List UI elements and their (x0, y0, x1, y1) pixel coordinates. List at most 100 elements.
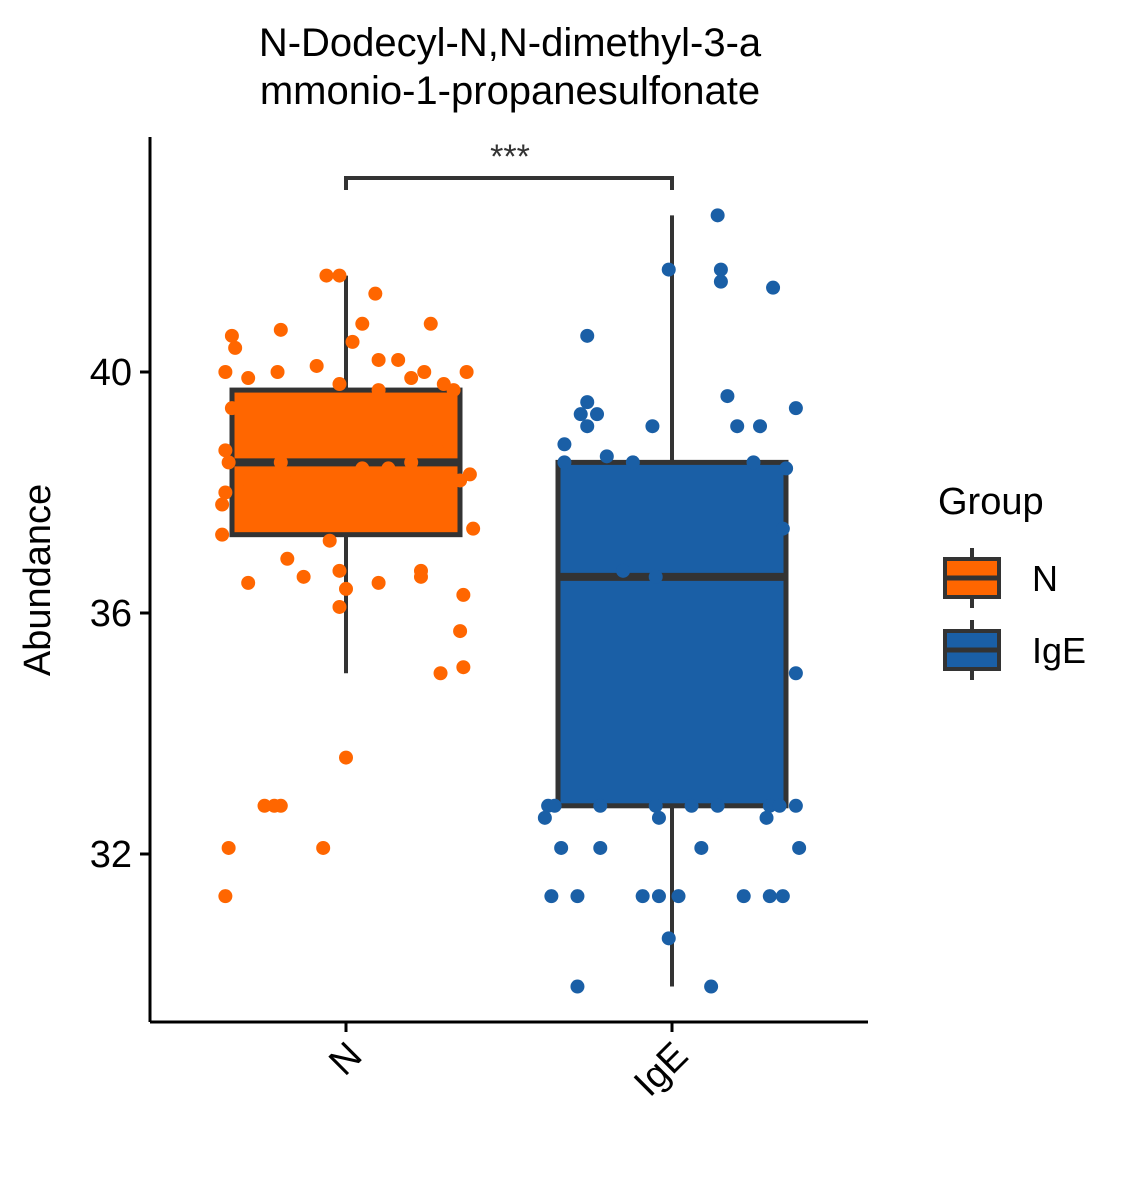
data-point (730, 419, 745, 434)
data-point (762, 889, 777, 904)
data-point (694, 840, 709, 855)
data-point (427, 473, 442, 488)
data-point (404, 371, 419, 386)
jitter-points (215, 208, 807, 994)
data-point (381, 461, 396, 476)
data-point (704, 979, 719, 994)
data-point (404, 455, 419, 470)
data-point (788, 401, 803, 416)
data-point (453, 624, 468, 639)
data-point (766, 280, 781, 295)
significance-label: *** (490, 138, 530, 176)
data-point (371, 352, 386, 367)
chart-title-line-2: mmonio-1-propanesulfonate (260, 69, 760, 113)
data-point (423, 316, 438, 331)
data-point (290, 467, 305, 482)
legend-item-n: N (943, 548, 1058, 608)
data-point (570, 979, 585, 994)
data-point (371, 383, 386, 398)
data-point (762, 798, 777, 813)
data-point (466, 521, 481, 536)
data-point (218, 485, 233, 500)
data-point (446, 383, 461, 398)
data-point (241, 575, 256, 590)
data-point (772, 798, 787, 813)
data-point (332, 599, 347, 614)
data-point (573, 407, 588, 422)
chart-title-line-1: N-Dodecyl-N,N-dimethyl-3-a (259, 21, 762, 65)
data-point (413, 569, 428, 584)
data-point (456, 660, 471, 675)
data-point (713, 274, 728, 289)
data-point (599, 449, 614, 464)
data-point (580, 419, 595, 434)
data-point (645, 419, 660, 434)
plot-area (229, 176, 789, 987)
data-point (296, 569, 311, 584)
data-point (593, 840, 608, 855)
data-point (557, 437, 572, 452)
data-point (590, 407, 605, 422)
data-point (241, 473, 256, 488)
data-point (547, 798, 562, 813)
data-point (319, 268, 334, 283)
data-point (788, 798, 803, 813)
data-point (224, 401, 239, 416)
legend: Group N IgE (938, 481, 1086, 680)
data-point (593, 798, 608, 813)
data-point (625, 455, 640, 470)
box-ige (555, 459, 789, 809)
data-point (651, 889, 666, 904)
data-point (710, 208, 725, 223)
data-point (368, 286, 383, 301)
data-point (570, 889, 585, 904)
data-point (332, 377, 347, 392)
data-point (309, 358, 324, 373)
data-point (537, 810, 552, 825)
legend-label: N (1032, 558, 1058, 599)
data-point (417, 365, 432, 379)
data-point (462, 467, 477, 482)
data-point (273, 455, 288, 470)
data-point (355, 461, 370, 476)
data-point (221, 455, 236, 470)
data-point (459, 365, 474, 379)
data-point (661, 931, 676, 946)
data-point (580, 328, 595, 343)
data-point (554, 840, 569, 855)
data-point (345, 334, 360, 349)
data-point (215, 527, 230, 542)
y-tick-label: 40 (90, 352, 132, 394)
data-point (684, 798, 699, 813)
data-point (792, 840, 807, 855)
data-point (218, 365, 233, 379)
data-point (433, 666, 448, 681)
y-tick-label: 36 (90, 593, 132, 635)
data-point (635, 889, 650, 904)
data-point (430, 443, 445, 458)
x-tick-label: IgE (626, 1035, 696, 1105)
data-point (456, 587, 471, 602)
data-point (332, 563, 347, 578)
y-axis-title: Abundance (17, 484, 59, 676)
legend-label: IgE (1032, 630, 1086, 671)
data-point (306, 503, 321, 518)
data-point (273, 322, 288, 337)
data-point (218, 443, 233, 458)
data-point (753, 419, 768, 434)
data-point (257, 491, 272, 506)
data-point (544, 889, 559, 904)
data-point (759, 810, 774, 825)
data-point (661, 262, 676, 277)
x-tick-label: N (321, 1035, 370, 1084)
data-point (228, 340, 243, 355)
data-point (736, 889, 751, 904)
data-point (580, 395, 595, 410)
data-point (387, 509, 402, 524)
data-point (746, 455, 761, 470)
data-point (332, 268, 347, 283)
significance-bracket (344, 176, 674, 190)
data-point (257, 798, 272, 813)
data-point (316, 840, 331, 855)
